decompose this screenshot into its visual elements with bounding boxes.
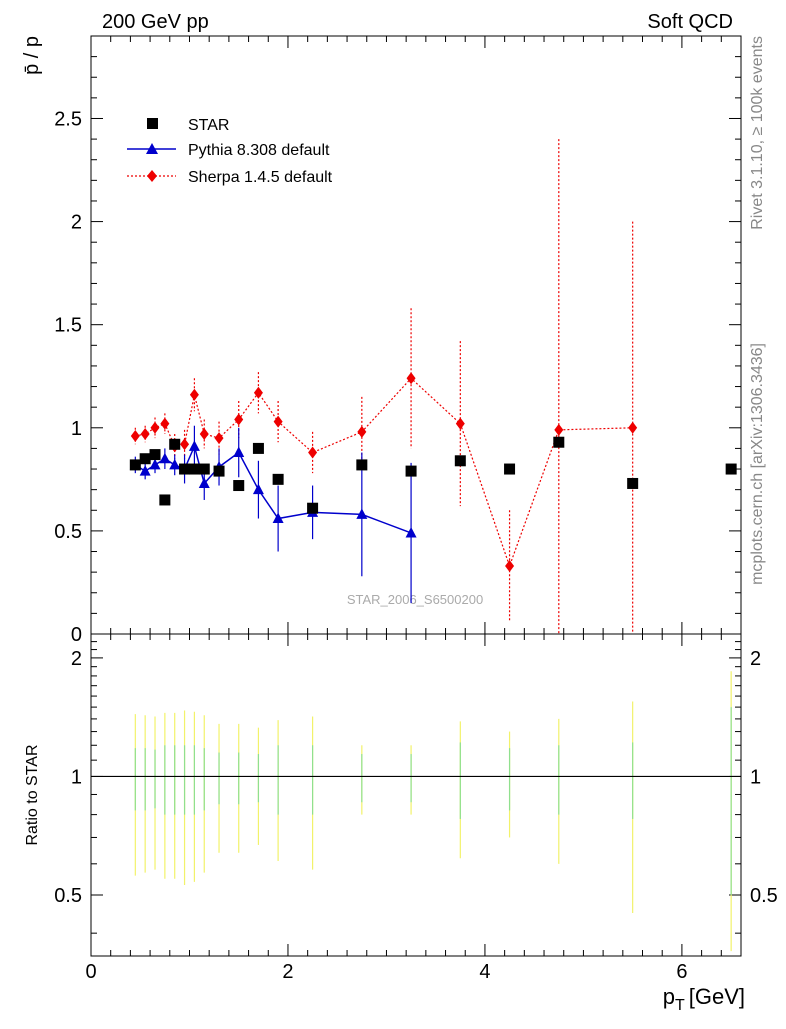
sherpa-point	[160, 417, 170, 430]
star-point	[198, 463, 210, 475]
sherpa-point	[180, 438, 190, 451]
sherpa-point	[273, 415, 283, 428]
pythia-point	[356, 508, 368, 519]
y-tick-label: 2	[71, 212, 82, 234]
legend-sherpa-label: Sherpa 1.4.5 default	[188, 169, 333, 186]
sherpa-point	[308, 446, 318, 459]
mcplots-note: mcplots.cern.ch [arXiv:1306.3436]	[749, 343, 766, 585]
star-point	[553, 436, 565, 448]
x-axis-label: pT [GeV]	[663, 984, 745, 1014]
legend-sherpa-marker	[147, 170, 157, 182]
ratio-y-tick-label: 0.5	[54, 885, 82, 907]
sherpa-point	[150, 421, 160, 434]
pythia-point	[149, 458, 161, 470]
sherpa-point	[455, 417, 465, 430]
pythia-point	[159, 452, 171, 464]
star-point	[169, 438, 181, 450]
x-axis-label-unit: [GeV]	[689, 984, 745, 1009]
pythia-point	[233, 446, 245, 458]
x-axis-label-sub: T	[675, 997, 685, 1014]
x-axis-label-main: p	[663, 984, 675, 1009]
y-tick-label: 0.5	[54, 521, 82, 543]
pythia-line	[134, 444, 412, 534]
y-tick-label: 1.5	[54, 315, 82, 337]
pythia-point	[252, 483, 264, 495]
legend-pythia-label: Pythia 8.308 default	[188, 142, 330, 159]
star-point	[307, 502, 319, 514]
pythia-point	[198, 477, 210, 488]
analysis-watermark: STAR_2006_S6500200	[347, 592, 483, 607]
pythia-point	[139, 465, 151, 476]
star-point	[213, 465, 225, 477]
sherpa-point	[189, 388, 199, 401]
ratio-y-tick-label: 2	[71, 648, 82, 670]
y-tick-label: 1	[71, 418, 82, 440]
star-point	[233, 480, 245, 492]
sherpa-line	[135, 377, 633, 568]
ratio-y-tick-label: 1	[750, 766, 761, 788]
sherpa-point	[554, 423, 564, 436]
x-tick-label: 0	[85, 961, 96, 983]
star-point	[188, 463, 200, 475]
x-tick-label: 4	[479, 961, 490, 983]
sherpa-point	[199, 427, 209, 440]
y-tick-label: 2.5	[54, 108, 82, 130]
ratio-y-axis-label: Ratio to STAR	[24, 744, 41, 845]
pythia-point	[188, 440, 200, 451]
rivet-note: Rivet 3.1.10, ≥ 100k events	[749, 36, 766, 230]
sherpa-point	[253, 386, 263, 399]
star-point	[627, 477, 639, 489]
sherpa-point	[130, 430, 140, 443]
x-tick-label: 2	[282, 961, 293, 983]
ratio-y-tick-label: 0.5	[750, 885, 778, 907]
legend-pythia-marker	[146, 143, 158, 154]
sherpa-point	[214, 432, 224, 445]
ratio-y-tick-label: 1	[71, 766, 82, 788]
sherpa-point	[628, 421, 638, 434]
star-point	[504, 463, 516, 475]
pythia-point	[405, 526, 417, 538]
sherpa-point	[357, 425, 367, 438]
star-point	[454, 455, 466, 467]
sherpa-point	[140, 427, 150, 440]
legend: STAR Pythia 8.308 default Sherpa 1.4.5 d…	[127, 117, 333, 186]
header-left: 200 GeV pp	[102, 11, 209, 33]
star-point	[356, 459, 368, 471]
y-axis-label: p̄ / p	[21, 36, 43, 75]
y-tick-label: 0	[71, 624, 82, 646]
ratio-plot-frame	[90, 633, 742, 957]
x-tick-label: 6	[676, 961, 687, 983]
legend-star-label: STAR	[188, 117, 229, 134]
plot-layer: 0 2 4 60.511.522.500.5 0.51 12 2	[54, 35, 778, 983]
star-point	[252, 442, 264, 454]
star-point	[179, 463, 191, 475]
header-right: Soft QCD	[647, 11, 733, 33]
pythia-point	[169, 458, 181, 470]
star-point	[149, 449, 161, 461]
star-point	[272, 473, 284, 485]
star-point	[129, 459, 141, 471]
star-point	[725, 463, 737, 475]
sherpa-point	[234, 413, 244, 426]
sherpa-point	[406, 372, 416, 385]
pythia-point	[272, 512, 284, 524]
ratio-y-tick-label: 2	[750, 648, 761, 670]
sherpa-point	[505, 559, 515, 572]
star-point	[139, 453, 151, 465]
star-point	[405, 465, 417, 477]
legend-star-marker	[147, 118, 158, 129]
star-point	[159, 494, 171, 506]
